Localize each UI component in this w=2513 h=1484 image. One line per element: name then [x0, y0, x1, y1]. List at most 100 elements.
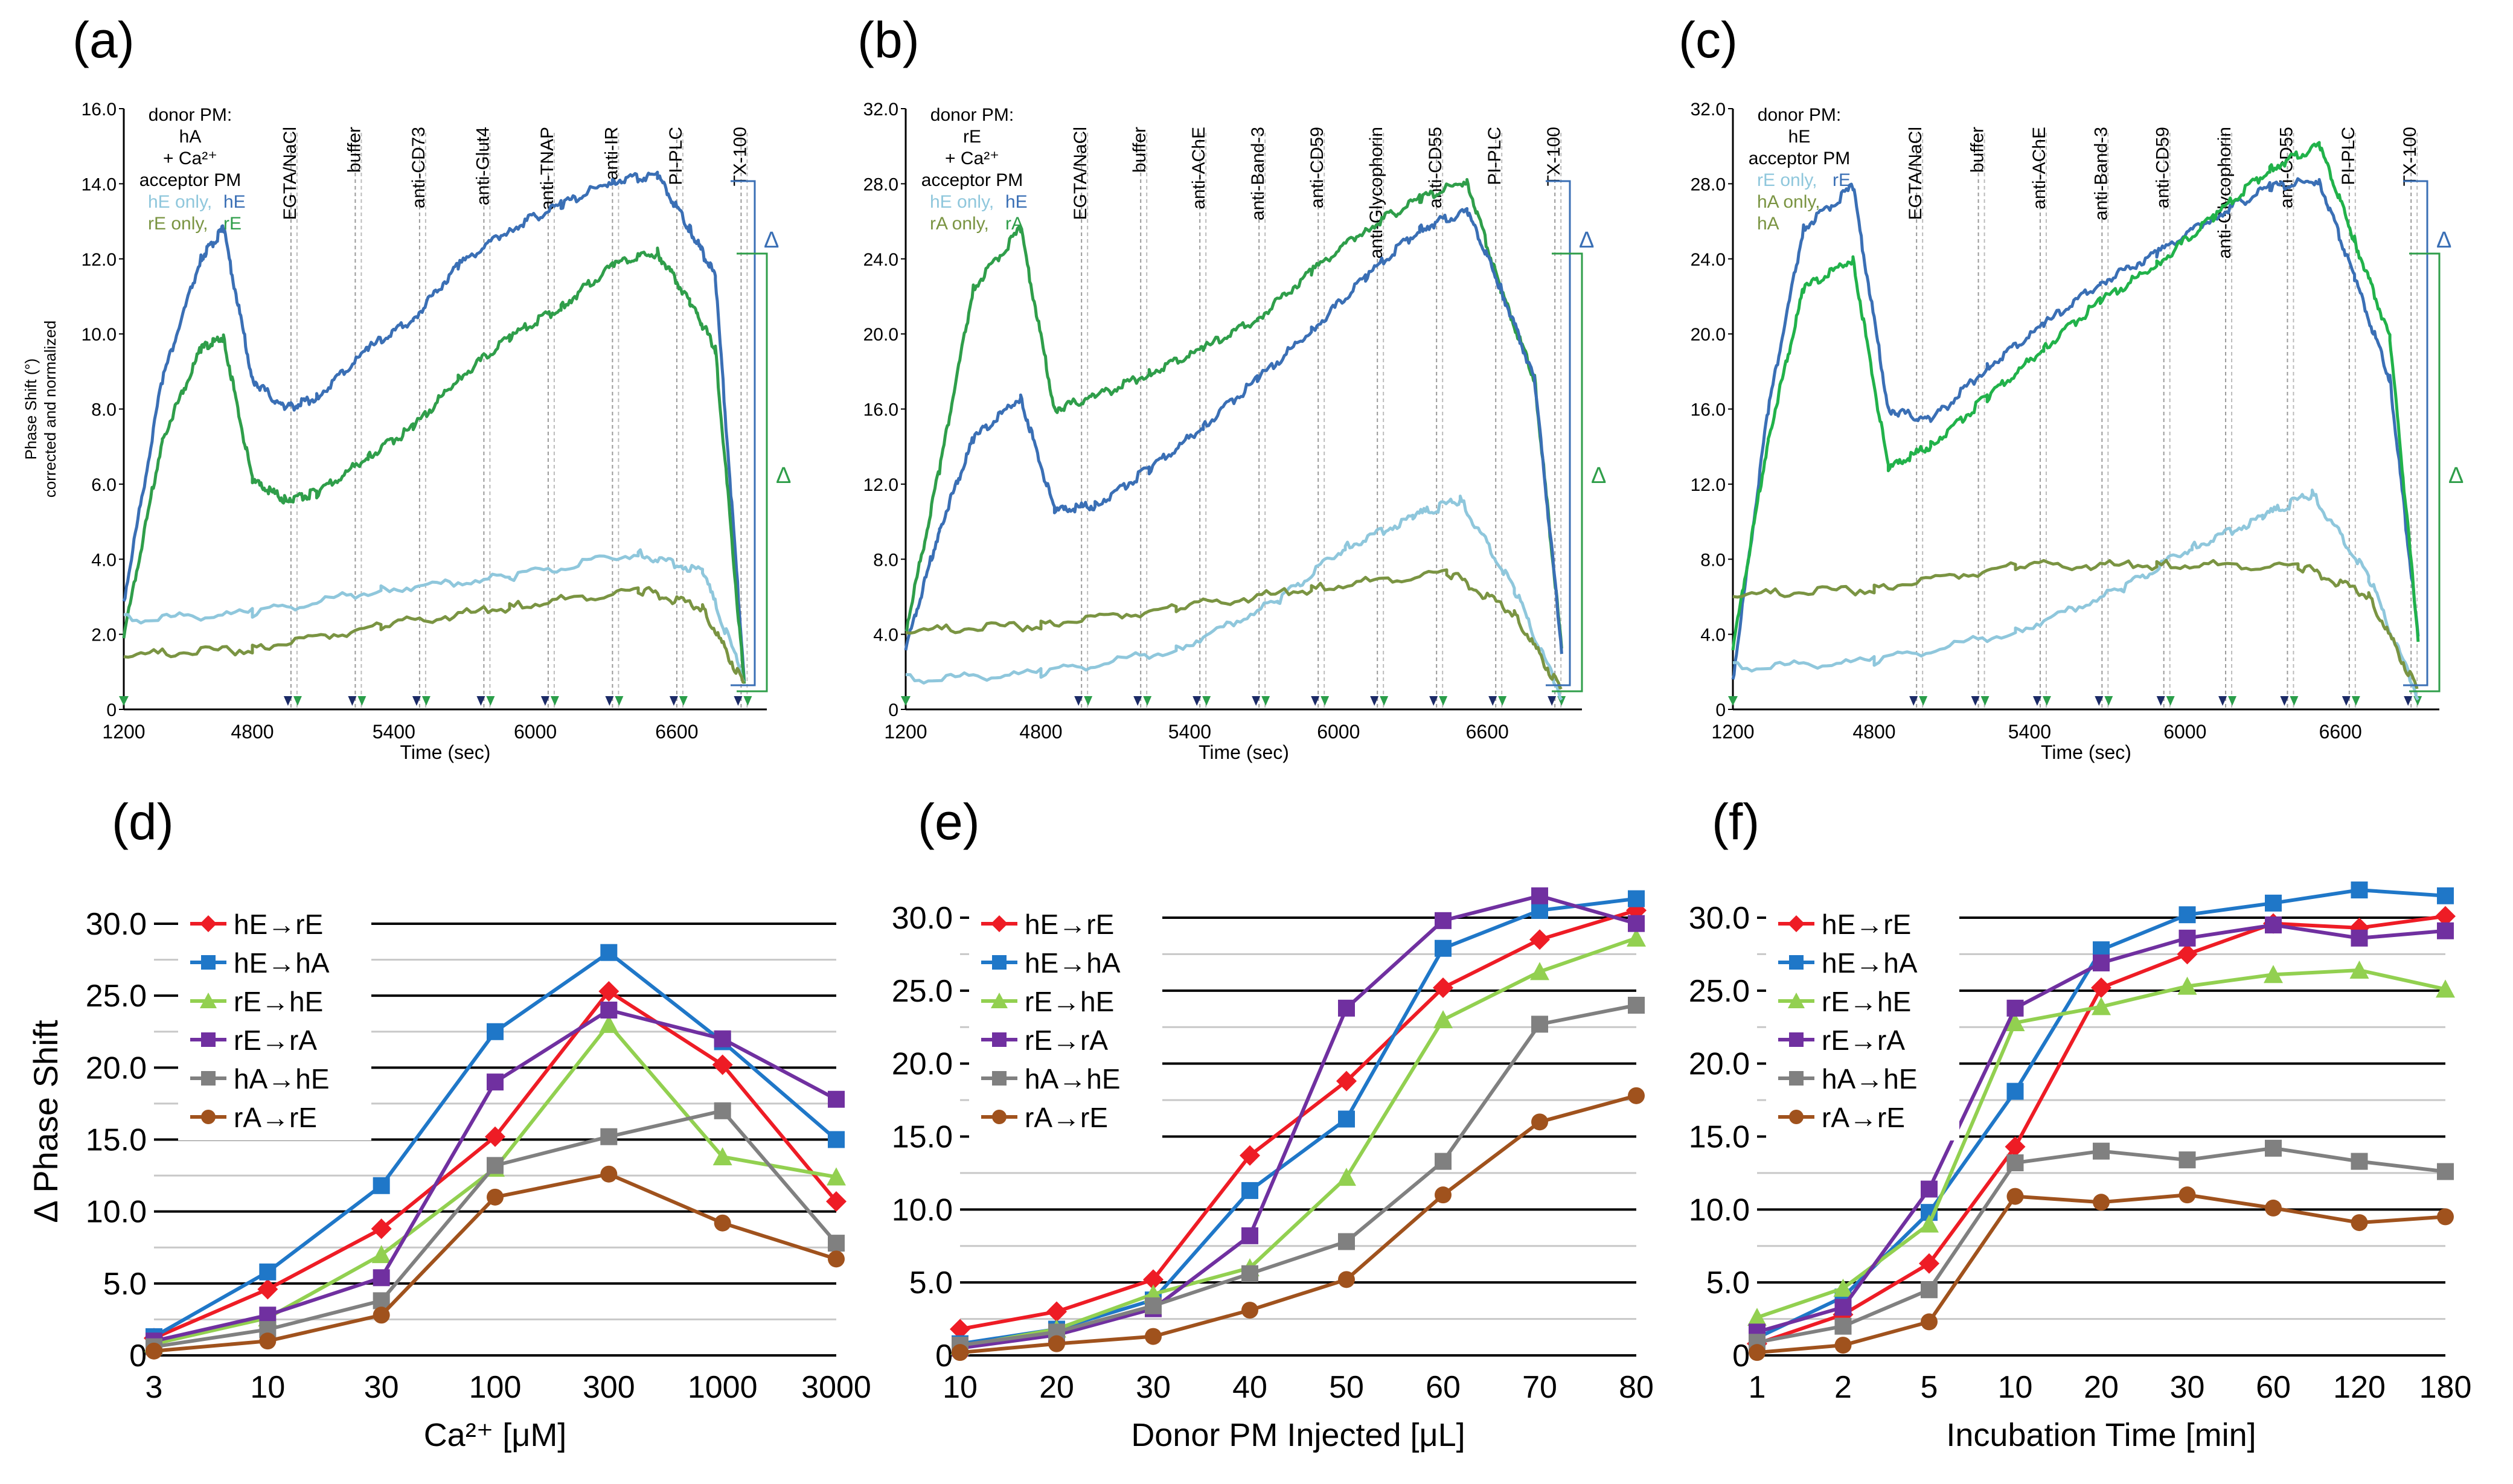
data-point [1241, 1265, 1258, 1282]
legend-text: rE [223, 214, 242, 234]
data-point [1241, 1302, 1258, 1319]
injection-marker [2342, 696, 2351, 706]
data-point [1919, 1214, 1939, 1233]
data-point [1919, 1253, 1939, 1274]
injection-marker [283, 696, 292, 706]
legend-text: rE only, [1757, 170, 1817, 190]
legend-marker [1788, 915, 1805, 932]
injection-marker [2218, 696, 2227, 706]
x-tick-label: 6000 [2163, 721, 2206, 743]
legend-label: hE→rE [1025, 909, 1114, 940]
x-tick-label: 3 [146, 1370, 163, 1405]
legend-text: rE [963, 127, 981, 147]
legend-marker [992, 1071, 1007, 1086]
data-point [2177, 944, 2198, 965]
injection-marker [2290, 696, 2299, 706]
injection-marker [1074, 696, 1083, 706]
x-tick-label: 30 [2170, 1370, 2205, 1405]
x-tick-label: 2 [1834, 1370, 1852, 1405]
data-point [2006, 1188, 2024, 1205]
y-tick-label: 4.0 [91, 550, 117, 570]
y-tick-label: 0 [129, 1338, 147, 1374]
data-point [1834, 1317, 1852, 1335]
x-tick-label: 5400 [2008, 721, 2051, 743]
data-point [2264, 965, 2283, 983]
x-tick-label: 6600 [1466, 721, 1509, 743]
legend-text: + Ca²⁺ [163, 149, 217, 168]
x-tick-label: 1200 [884, 721, 927, 743]
y-tick-label: 32.0 [863, 100, 898, 120]
legend-text: rE [1833, 170, 1851, 190]
injection-marker [1321, 696, 1330, 706]
event-label: EGTA/NaCl [1071, 127, 1090, 220]
trace-line [904, 178, 1563, 649]
delta-bracket [2409, 252, 2441, 692]
legend-marker [1789, 1032, 1804, 1047]
y-tick-label: 8.0 [91, 400, 117, 420]
legend-marker [1789, 1110, 1804, 1124]
legend-label: hE→hA [1822, 947, 1918, 979]
trace-line [905, 568, 1563, 690]
data-point [2006, 1154, 2024, 1171]
injection-marker [412, 696, 421, 706]
data-point [1834, 1299, 1852, 1316]
x-tick-label: 6600 [655, 721, 698, 743]
event-label: EGTA/NaCl [1906, 127, 1926, 220]
data-point [2349, 961, 2369, 979]
injection-marker [1919, 696, 1928, 706]
y-tick-label: 10.0 [82, 325, 117, 345]
y-tick-label: 15.0 [892, 1120, 953, 1155]
event-label: anti-CD59 [1307, 127, 1327, 208]
data-point [2092, 997, 2111, 1015]
data-point [257, 1279, 278, 1300]
trace-line [122, 170, 746, 682]
injection-marker [605, 696, 614, 706]
event-label: anti-Glycophorin [1366, 127, 1386, 258]
x-tick-label: 5 [1921, 1370, 1938, 1405]
legend-text: hE [1005, 192, 1028, 212]
panel-letter: (a) [72, 11, 135, 68]
legend-label: rE→rA [234, 1025, 317, 1056]
event-label: anti-AChE [2029, 127, 2049, 209]
injection-marker [119, 696, 129, 706]
y-tick-label: 25.0 [86, 979, 147, 1014]
data-point [1921, 1313, 1938, 1331]
injection-marker [348, 696, 357, 706]
injection-marker [1380, 696, 1389, 706]
panel-letter: (d) [112, 793, 174, 850]
legend-text: hE only, [930, 192, 994, 212]
event-label: EGTA/NaCl [280, 127, 300, 220]
data-point [827, 1167, 846, 1186]
x-tick-label: 5400 [1168, 721, 1211, 743]
injection-marker [1971, 696, 1980, 706]
delta-bracket [1546, 180, 1571, 686]
data-point [2091, 977, 2111, 998]
legend-text: hA [179, 127, 202, 147]
y-tick-label: 5.0 [1706, 1265, 1750, 1300]
data-point [487, 1023, 504, 1040]
legend-marker [991, 915, 1008, 932]
data-point [2265, 1139, 2282, 1157]
injection-marker [2280, 696, 2289, 706]
data-point [146, 1342, 162, 1360]
data-point [373, 1292, 390, 1310]
x-tick-label: 70 [1522, 1370, 1557, 1405]
data-point [600, 1165, 618, 1183]
y-tick-label: 12.0 [863, 475, 898, 495]
event-label: anti-IR [601, 127, 621, 180]
x-axis-label: Time (sec) [1199, 741, 1289, 763]
injection-marker [1084, 696, 1093, 706]
y-tick-label: 6.0 [91, 475, 117, 495]
trace-line [904, 207, 1563, 654]
y-tick-label: 0 [1715, 700, 1726, 720]
data-point [600, 1128, 618, 1145]
data-point [1435, 1153, 1452, 1170]
data-point [1531, 887, 1548, 904]
data-point [373, 1177, 390, 1194]
legend-marker [1789, 1071, 1804, 1086]
x-tick-label: 1200 [102, 721, 145, 743]
legend-text: rA only, [930, 214, 989, 234]
delta-label: Δ [776, 463, 791, 488]
data-point [2351, 1214, 2368, 1232]
y-tick-label: 20.0 [863, 325, 898, 345]
